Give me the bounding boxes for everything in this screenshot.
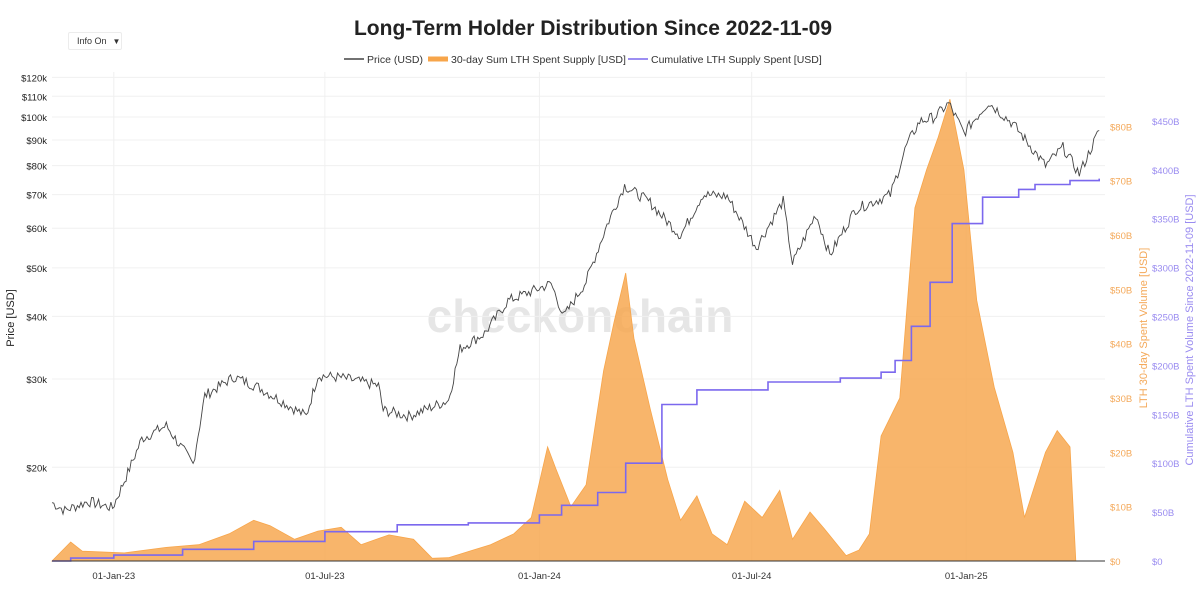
y-left-tick-label: $70k: [26, 191, 47, 202]
y-right1-tick-label: $0: [1110, 557, 1121, 568]
y-left-tick-label: $110k: [22, 92, 47, 103]
y-left-tick-label: $50k: [26, 264, 47, 275]
y-left-title: Price [USD]: [5, 289, 17, 346]
spent-area: [51, 99, 1077, 562]
y-right1-tick-label: $10B: [1110, 503, 1132, 514]
y-right2-tick-label: $250B: [1152, 313, 1179, 324]
y-left-tick-label: $80k: [26, 162, 47, 173]
info-dropdown[interactable]: Info On ▼: [68, 32, 122, 50]
y-right2-tick-label: $450B: [1152, 117, 1179, 128]
legend-item[interactable]: Cumulative LTH Supply Spent [USD]: [628, 54, 822, 66]
y-left-tick-label: $120k: [21, 73, 47, 84]
legend-label: 30-day Sum LTH Spent Supply [USD]: [451, 54, 626, 66]
y-right2-tick-label: $300B: [1152, 264, 1179, 275]
y-left-tick-label: $40k: [26, 312, 47, 323]
x-tick-label: 01-Jan-23: [92, 571, 135, 582]
y-right2-tick-label: $200B: [1152, 361, 1179, 372]
y-left-tick-label: $100k: [21, 113, 47, 124]
y-right1-tick-label: $80B: [1110, 122, 1132, 133]
y-left-tick-label: $30k: [26, 375, 47, 386]
x-tick-label: 01-Jan-25: [945, 571, 988, 582]
y-left-tick-label: $20k: [26, 463, 47, 474]
y-right1-title: LTH 30-day Spent Volume [USD]: [1138, 248, 1150, 409]
x-tick-label: 01-Jan-24: [518, 571, 561, 582]
y-right2-tick-label: $350B: [1152, 215, 1179, 226]
chevron-down-icon: ▼: [112, 36, 121, 46]
x-tick-label: 01-Jul-23: [305, 571, 345, 582]
x-tick-label: 01-Jul-24: [732, 571, 772, 582]
legend-item[interactable]: 30-day Sum LTH Spent Supply [USD]: [428, 54, 626, 66]
legend-label: Price (USD): [367, 54, 423, 66]
cumulative-line: [52, 178, 1100, 562]
y-right2-tick-label: $50B: [1152, 508, 1174, 519]
series-lines: [51, 102, 1100, 562]
y-right1-tick-label: $40B: [1110, 340, 1132, 351]
y-left-tick-label: $60k: [26, 224, 47, 235]
y-right2-tick-label: $400B: [1152, 166, 1179, 177]
spent-area-path: [51, 99, 1077, 562]
y-right1-tick-label: $20B: [1110, 448, 1132, 459]
y-right1-tick-label: $60B: [1110, 231, 1132, 242]
y-right1-tick-label: $30B: [1110, 394, 1132, 405]
dropdown-label: Info On: [77, 36, 107, 46]
legend-label: Cumulative LTH Supply Spent [USD]: [651, 54, 822, 66]
chart-title: Long-Term Holder Distribution Since 2022…: [354, 17, 832, 40]
y-right1-tick-label: $70B: [1110, 177, 1132, 188]
y-right2-tick-label: $0: [1152, 557, 1163, 568]
y-left-tick-label: $90k: [26, 136, 47, 147]
legend[interactable]: Price (USD) 30-day Sum LTH Spent Supply […: [344, 54, 822, 66]
legend-item[interactable]: Price (USD): [344, 54, 423, 66]
y-right2-title: Cumulative LTH Spent Volume Since 2022-1…: [1184, 194, 1196, 465]
y-right2-tick-label: $150B: [1152, 410, 1179, 421]
y-right1-tick-label: $50B: [1110, 285, 1132, 296]
price-line: [51, 102, 1100, 516]
axes: 01-Jan-23 01-Jul-23 01-Jan-24 01-Jul-24 01-J…: [21, 73, 1179, 582]
y-right2-tick-label: $100B: [1152, 459, 1179, 470]
